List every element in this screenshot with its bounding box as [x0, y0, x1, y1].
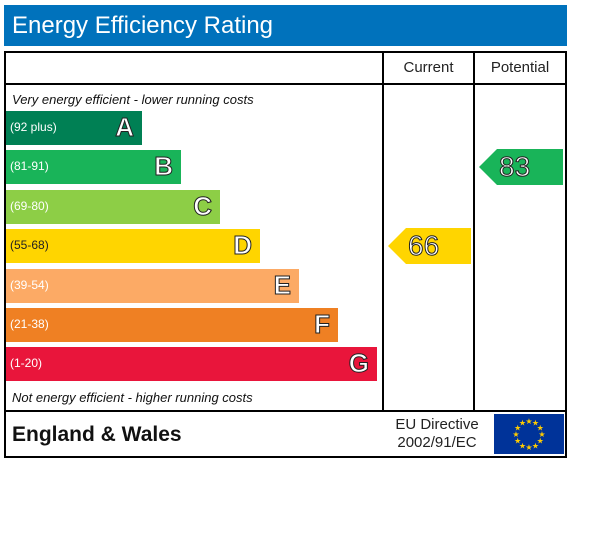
bottom-note: Not energy efficient - higher running co… — [12, 390, 253, 405]
current-rating-value: 66 — [407, 230, 440, 262]
band-c: (69-80) C — [6, 189, 220, 224]
top-note: Very energy efficient - lower running co… — [12, 92, 254, 107]
current-rating-arrow: 66 — [388, 228, 471, 265]
band-g: (1-20) G — [6, 347, 377, 382]
band-range: (1-20) — [10, 356, 43, 371]
band-letter: D — [233, 230, 253, 261]
footer-region: England & Wales — [12, 423, 182, 446]
eu-star-icon: ★ — [538, 430, 545, 439]
band-letter: F — [314, 309, 331, 340]
header-divider — [4, 83, 567, 85]
eu-star-icon: ★ — [519, 441, 526, 450]
column-divider-current — [382, 51, 384, 412]
potential-arrow-shape — [479, 149, 563, 186]
band-letter: C — [193, 190, 213, 221]
band-letter: E — [273, 269, 291, 300]
eu-star-icon: ★ — [537, 437, 544, 446]
current-arrow-shape — [388, 228, 471, 265]
title-bar: Energy Efficiency Rating — [4, 5, 567, 46]
eu-flag-icon: ★ ★ ★ ★ ★ ★ ★ ★ ★ ★ ★ ★ — [494, 414, 564, 454]
band-b: (81-91) B — [6, 150, 181, 185]
eu-star-icon: ★ — [514, 424, 521, 433]
page-title: Energy Efficiency Rating — [12, 12, 274, 39]
band-a: (92 plus) A — [6, 111, 142, 145]
band-letter: B — [154, 151, 174, 182]
eu-star-icon: ★ — [519, 419, 526, 428]
current-column-header: Current — [403, 59, 454, 76]
eu-star-icon: ★ — [512, 430, 519, 439]
band-range: (39-54) — [10, 277, 49, 292]
eu-star-icon: ★ — [532, 419, 539, 428]
band-letter: A — [115, 112, 135, 143]
band-range: (55-68) — [10, 238, 49, 253]
eu-star-icon: ★ — [537, 424, 544, 433]
rating-table — [4, 51, 567, 458]
potential-rating-arrow: 83 — [479, 149, 563, 186]
eu-directive-line1: EU Directive — [395, 416, 479, 433]
band-range: (92 plus) — [10, 120, 57, 134]
eu-directive: EU Directive 2002/91/EC — [384, 416, 490, 452]
eu-directive-line2: 2002/91/EC — [397, 434, 477, 451]
band-letter: G — [348, 348, 369, 379]
potential-column-header: Potential — [490, 59, 550, 76]
footer-divider — [4, 410, 567, 412]
eu-star-icon: ★ — [532, 441, 539, 450]
band-f: (21-38) F — [6, 308, 338, 342]
eu-star-icon: ★ — [525, 443, 532, 452]
band-d: (55-68) D — [6, 229, 260, 264]
band-range: (21-38) — [10, 317, 49, 331]
band-range: (69-80) — [10, 198, 49, 213]
column-divider-potential — [473, 51, 475, 412]
potential-rating-value: 83 — [498, 151, 531, 183]
eu-star-icon: ★ — [514, 437, 521, 446]
eu-star-icon: ★ — [525, 417, 532, 426]
band-range: (81-91) — [10, 159, 49, 174]
band-e: (39-54) E — [6, 268, 299, 303]
